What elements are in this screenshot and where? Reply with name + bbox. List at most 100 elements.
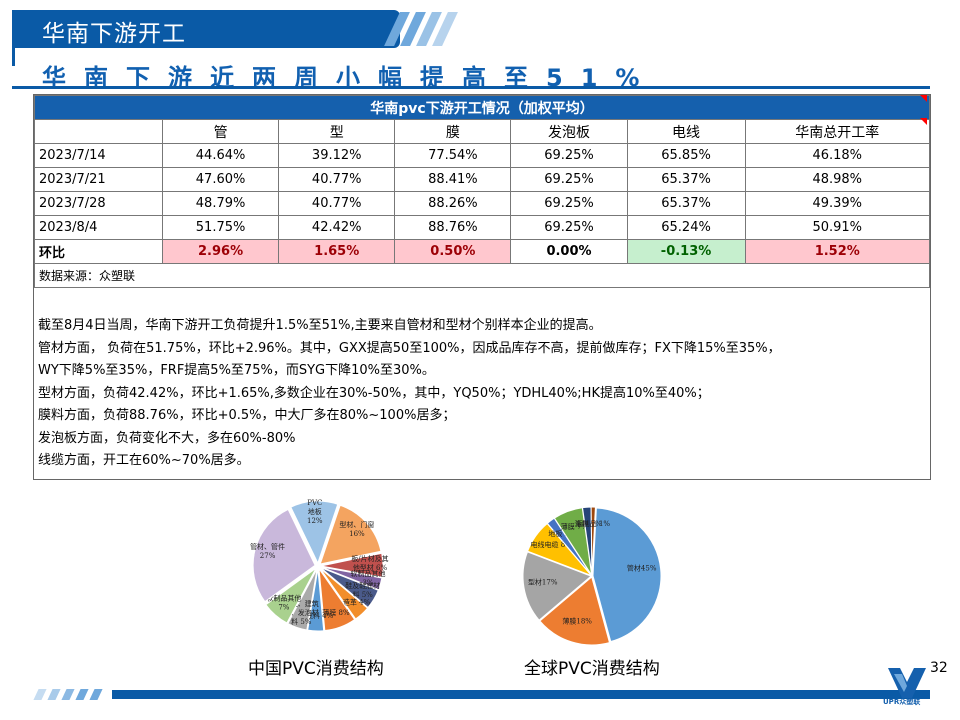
pie-slice xyxy=(319,567,369,620)
pvc-operating-rate-table: 华南pvc下游开工情况（加权平均） 管 型 膜 发泡板 电线 华南总开工率 20… xyxy=(34,95,931,288)
deco-stripe xyxy=(47,689,61,700)
table-cell: 65.85% xyxy=(626,143,746,168)
comment-marker xyxy=(920,95,927,102)
pie-label: 瓶制品 1% xyxy=(576,519,611,528)
pie-slice xyxy=(290,500,339,565)
table-cell: 40.77% xyxy=(278,191,396,216)
comment-marker xyxy=(920,118,927,125)
table-cell: 88.41% xyxy=(394,167,512,192)
pie-slice xyxy=(252,508,316,603)
pie-label: 型材、门窗 16% xyxy=(339,520,374,538)
table-row: 2023/7/21 47.60% 40.77% 88.41% 69.25% 65… xyxy=(34,167,931,192)
note-line: 膜料方面，负荷88.76%，环比+0.5%，中大厂多在80%~100%居多； xyxy=(38,408,456,423)
table-cell: 49.39% xyxy=(744,191,931,216)
pie-label: 管材、管件 27% xyxy=(250,542,285,560)
row-date: 2023/8/4 xyxy=(34,215,163,240)
hb-cell-up: 1.65% xyxy=(278,239,396,264)
pie-label: 电线、建筑革、发泡材料 5% xyxy=(284,599,319,626)
title-accent xyxy=(12,48,15,66)
column-header: 管 xyxy=(161,119,280,144)
hb-cell-down: -0.13% xyxy=(626,239,746,264)
table-cell: 65.24% xyxy=(626,215,746,240)
table-title: 华南pvc下游开工情况（加权平均） xyxy=(34,95,930,120)
pie-slice xyxy=(592,507,662,643)
pie-label: PVC 地板 12% xyxy=(307,499,323,525)
pie-slice xyxy=(319,504,382,565)
pie-label: 电线电缆 8% xyxy=(531,540,573,549)
table-cell: 77.54% xyxy=(394,143,512,168)
column-header: 电线 xyxy=(626,119,746,144)
note-line: 管材方面， 负荷在51.75%，环比+2.96%。其中，GXX提高50至100%… xyxy=(38,340,781,356)
pie-slice xyxy=(590,506,596,576)
pie-label: 管材45% xyxy=(627,564,657,573)
table-row: 2023/7/14 44.64% 39.12% 77.54% 69.25% 65… xyxy=(34,143,931,168)
column-header: 华南总开工率 xyxy=(744,119,931,144)
row-date: 2023/7/14 xyxy=(34,143,163,168)
title-bar xyxy=(12,10,400,48)
pie-slice xyxy=(318,566,356,632)
pie-label: 型材17% xyxy=(528,577,558,586)
subtitle-underline xyxy=(12,86,930,89)
table-cell: 88.76% xyxy=(394,215,512,240)
table-cell: 44.64% xyxy=(161,143,280,168)
pie-label: 板/片材及其他型材 6% xyxy=(351,554,388,572)
note-line: 截至8月4日当周，华南下游开工负荷提升1.5%至51%,主要来自管材和型材个别样… xyxy=(38,318,602,333)
analysis-notes: 截至8月4日当周，华南下游开工负荷提升1.5%至51%,主要来自管材和型材个别样… xyxy=(38,315,781,473)
hb-cell-up: 1.52% xyxy=(744,239,931,264)
table-cell: 65.37% xyxy=(626,191,746,216)
note-line: WY下降5%至35%，FRF提高5%至75%，而SYG下降10%至30%。 xyxy=(38,363,435,378)
table-row: 2023/7/28 48.79% 40.77% 88.26% 69.25% 65… xyxy=(34,191,931,216)
pie-label: 鞋及鞋底材料 5% xyxy=(345,581,380,599)
table-cell: 65.37% xyxy=(626,167,746,192)
page-number: 32 xyxy=(930,660,948,676)
pie-slice xyxy=(320,566,383,591)
upr-logo-icon xyxy=(888,668,926,698)
pie-slice xyxy=(320,567,379,609)
pie-label: 涂料 2% xyxy=(575,519,603,528)
hb-cell-up: 2.96% xyxy=(161,239,280,264)
column-header: 型 xyxy=(278,119,396,144)
column-header: 发泡板 xyxy=(510,119,628,144)
global-pvc-pie-chart: 管材45% 薄膜18% 型材17% 电线电缆 8% 地板 2%薄膜 7%涂料 2%瓶制品… xyxy=(522,506,662,646)
table-row: 2023/8/4 51.75% 42.42% 88.76% 69.25% 65.… xyxy=(34,215,931,240)
hb-row: 环比 2.96% 1.65% 0.50% 0.00% -0.13% 1.52% xyxy=(34,239,931,264)
pie-label: 薄膜 8% xyxy=(322,608,350,617)
pie-slice xyxy=(287,568,318,631)
pie-slice xyxy=(307,568,325,632)
table-cell: 42.42% xyxy=(278,215,396,240)
deco-stripe xyxy=(89,689,103,700)
table-cell: 47.60% xyxy=(161,167,280,192)
table-cell: 69.25% xyxy=(510,191,628,216)
row-date: 2023/7/21 xyxy=(34,167,163,192)
note-line: 线缆方面，开工在60%~70%居多。 xyxy=(38,453,250,468)
note-line: 发泡板方面，负荷变化不大，多在60%-80% xyxy=(38,430,296,446)
column-header: 膜 xyxy=(394,119,512,144)
note-line: 型材方面，负荷42.42%，环比+1.65%,多数企业在30%-50%，其中，Y… xyxy=(38,385,710,401)
logo-text: UPR众塑联 xyxy=(883,698,921,706)
table-cell: 88.26% xyxy=(394,191,512,216)
table-cell: 51.75% xyxy=(161,215,280,240)
table-cell: 48.98% xyxy=(744,167,931,192)
row-date: 2023/7/28 xyxy=(34,191,163,216)
table-cell: 48.79% xyxy=(161,191,280,216)
pie-slice xyxy=(265,567,317,624)
deco-stripe xyxy=(61,689,75,700)
pie-slice xyxy=(539,576,611,646)
pie-label: 地板 2% xyxy=(548,529,576,538)
table-panel: 华南pvc下游开工情况（加权平均） 管 型 膜 发泡板 电线 华南总开工率 20… xyxy=(33,94,931,480)
global-pie-caption: 全球PVC消费结构 xyxy=(524,659,660,679)
pie-label: 电缆料 4% xyxy=(299,611,334,620)
pie-label: 人造革 4% xyxy=(336,597,371,606)
pie-label: 软制品其他 3% xyxy=(350,569,385,587)
china-pvc-pie-chart: PVC 地板 12% 型材、门窗 16% 板/片材及其他型材 6%软制品其他 3%鞋及鞋底材… xyxy=(250,499,389,632)
hb-cell-flat: 0.00% xyxy=(510,239,628,264)
hb-cell-up: 0.50% xyxy=(394,239,512,264)
china-pie-caption: 中国PVC消费结构 xyxy=(248,659,384,679)
deco-stripe xyxy=(75,689,89,700)
table-cell: 40.77% xyxy=(278,167,396,192)
data-source: 数据来源：众塑联 xyxy=(34,263,930,288)
table-cell: 69.25% xyxy=(510,143,628,168)
source-row: 数据来源：众塑联 xyxy=(34,263,930,288)
pie-label: 薄膜18% xyxy=(562,617,592,626)
footer-bar xyxy=(112,690,930,699)
